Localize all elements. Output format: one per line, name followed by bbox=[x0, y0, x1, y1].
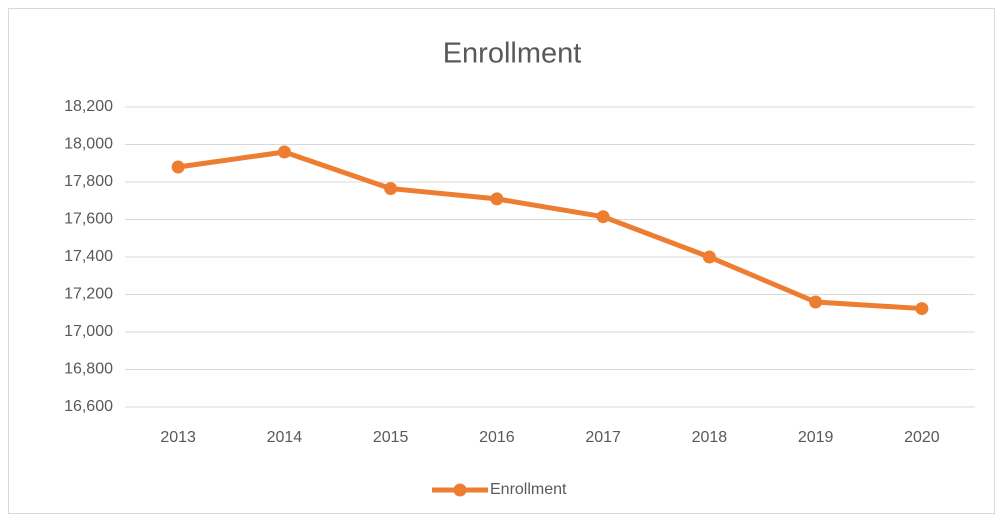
y-tick-label: 18,200 bbox=[64, 98, 113, 115]
x-tick-label: 2013 bbox=[160, 429, 196, 446]
y-tick-label: 17,600 bbox=[64, 211, 113, 228]
data-point bbox=[702, 250, 716, 264]
y-tick-label: 17,800 bbox=[64, 173, 113, 190]
data-point bbox=[809, 295, 823, 309]
data-point bbox=[596, 210, 610, 224]
y-tick-label: 17,000 bbox=[64, 323, 113, 340]
chart-title: Enrollment bbox=[443, 38, 582, 70]
y-tick-label: 16,600 bbox=[64, 398, 113, 415]
x-tick-label: 2020 bbox=[904, 429, 940, 446]
x-tick-label: 2015 bbox=[373, 429, 409, 446]
data-point bbox=[277, 145, 291, 159]
x-tick-label: 2017 bbox=[585, 429, 621, 446]
x-tick-label: 2018 bbox=[692, 429, 728, 446]
x-tick-label: 2019 bbox=[798, 429, 834, 446]
chart-frame bbox=[8, 8, 995, 514]
x-tick-label: 2014 bbox=[267, 429, 303, 446]
data-point bbox=[490, 192, 504, 206]
legend-label: Enrollment bbox=[490, 481, 567, 498]
y-tick-label: 17,200 bbox=[64, 286, 113, 303]
legend-marker bbox=[453, 483, 467, 497]
y-tick-label: 18,000 bbox=[64, 136, 113, 153]
data-point bbox=[384, 182, 398, 196]
y-tick-label: 16,800 bbox=[64, 361, 113, 378]
y-tick-label: 17,400 bbox=[64, 248, 113, 265]
data-point bbox=[171, 160, 185, 174]
x-tick-label: 2016 bbox=[479, 429, 515, 446]
series-line bbox=[175, 149, 925, 312]
data-point bbox=[915, 302, 929, 316]
